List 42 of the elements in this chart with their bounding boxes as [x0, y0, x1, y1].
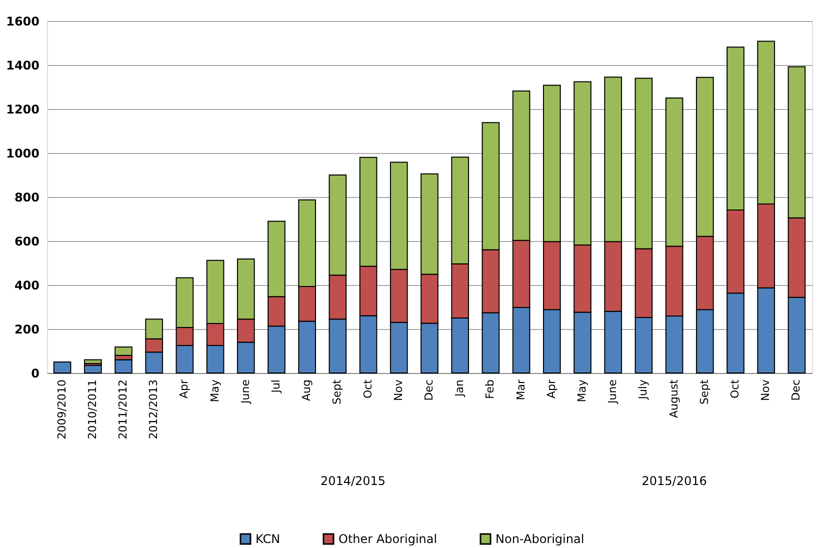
x-tick-label: August [667, 378, 680, 418]
x-tick-label: Sept [698, 378, 711, 405]
legend-label: Other Aboriginal [338, 532, 438, 546]
y-tick-label: 800 [14, 190, 40, 204]
x-tick-label: Jan [453, 379, 466, 398]
bar [84, 359, 102, 364]
x-tick-label: Jul [270, 380, 282, 394]
x-tick-label: May [576, 379, 588, 402]
x-tick-label: Nov [392, 379, 405, 401]
x-tick-label: Mar [514, 379, 528, 400]
x-tick-label: 2009/2010 [55, 380, 68, 440]
bar [53, 362, 72, 374]
y-tick-label: 600 [14, 234, 40, 248]
text: 2015/2016 [642, 474, 707, 488]
x-tick-label: 2010/2011 [86, 380, 99, 440]
x-tick-label: Sept [330, 378, 344, 405]
x-tick-label: Nov [759, 379, 772, 401]
y-tick-label: 0 [31, 366, 40, 380]
x-tick-label: June [238, 379, 252, 404]
y-tick-label: 1400 [6, 58, 40, 72]
x-tick-label: Feb [484, 379, 497, 399]
x-tick-label: Oct [361, 378, 374, 399]
y-tick-label: 200 [14, 322, 40, 336]
text: 2014/2015 [320, 474, 386, 488]
x-tick-label: 2011/2012 [116, 380, 130, 440]
x-tick-label: Apr [178, 379, 191, 399]
x-tick-label: Dec [422, 380, 436, 401]
x-tick-label: 2012/2013 [147, 380, 160, 440]
x-tick-label: June [606, 379, 620, 404]
x-tick-label: Apr [544, 379, 558, 399]
y-tick-label: 1600 [6, 14, 40, 28]
legend-label: Non-Aboriginal [496, 532, 584, 546]
x-tick-label: Dec [790, 380, 803, 401]
x-tick-label: Oct [728, 378, 742, 399]
bar [114, 359, 132, 374]
y-tick-label: 1200 [6, 102, 40, 116]
legend-label: KCN [256, 532, 280, 546]
x-tick-label: July [636, 379, 650, 400]
y-tick-label: 400 [14, 278, 40, 292]
x-tick-label: May [208, 379, 222, 402]
y-tick-label: 1000 [6, 146, 40, 160]
x-tick-label: Aug [300, 380, 314, 401]
